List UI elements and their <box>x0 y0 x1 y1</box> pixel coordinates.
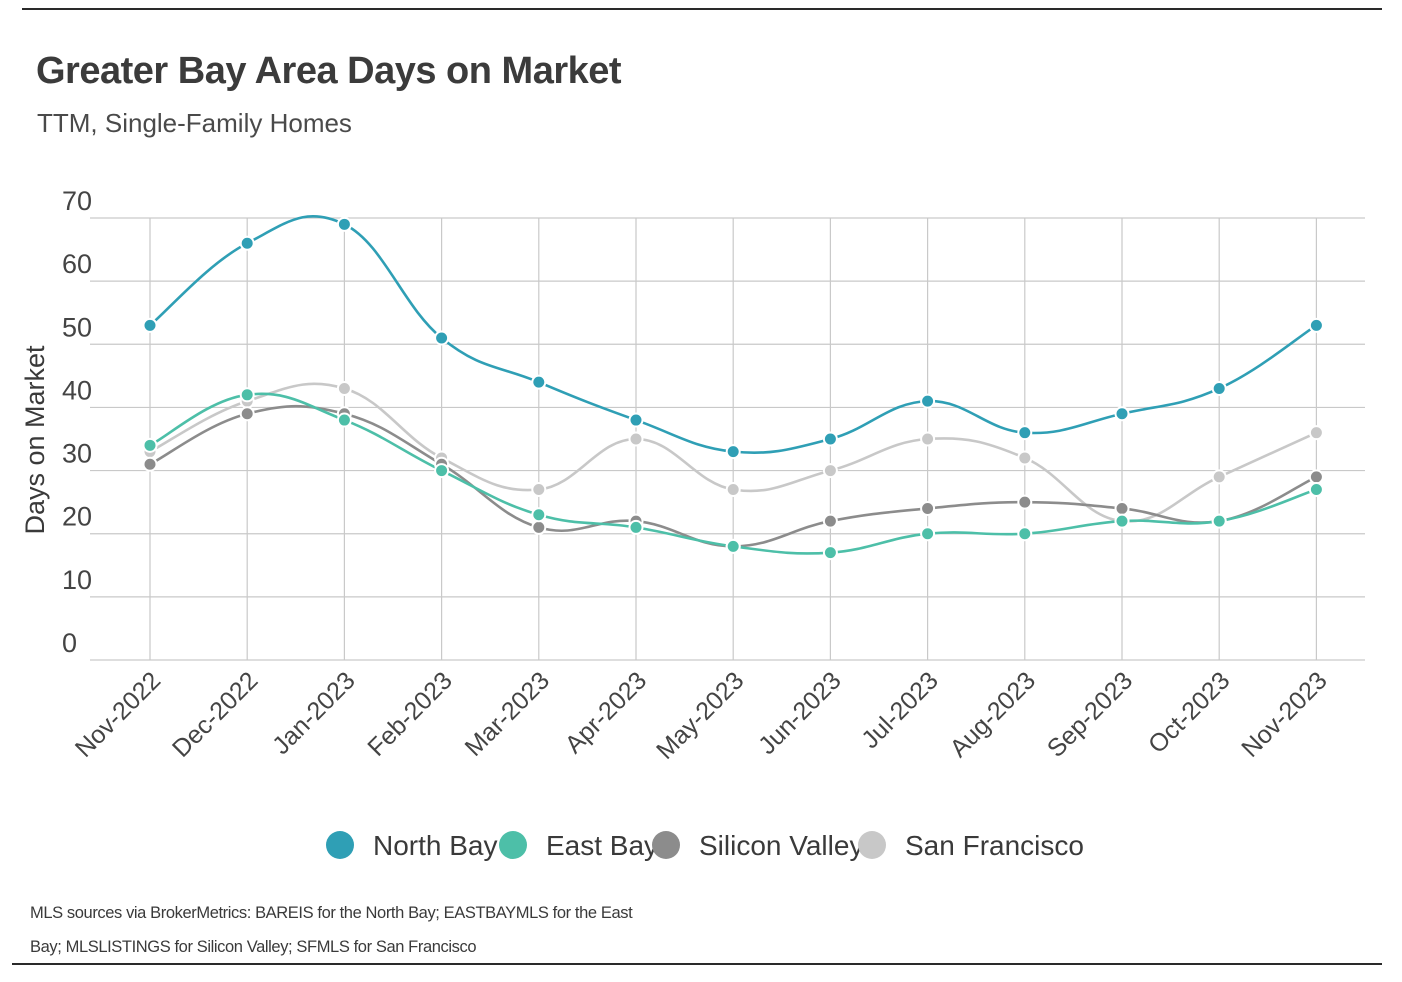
point-east-bay-may-2023 <box>725 538 741 554</box>
point-east-bay-oct-2023 <box>1211 513 1227 529</box>
point-san-francisco-apr-2023 <box>628 431 644 447</box>
point-north-bay-nov-2023 <box>1308 317 1324 333</box>
legend-swatch <box>326 831 354 859</box>
point-east-bay-jan-2023 <box>336 412 352 428</box>
legend-label: San Francisco <box>905 830 1084 861</box>
point-north-bay-aug-2023 <box>1017 425 1033 441</box>
x-tick-label: Apr-2023 <box>560 666 653 759</box>
point-silicon-valley-nov-2023 <box>1308 469 1324 485</box>
point-san-francisco-oct-2023 <box>1211 469 1227 485</box>
y-tick-label: 50 <box>62 312 92 342</box>
grid-lines <box>90 217 1365 661</box>
legend-label: Silicon Valley <box>699 830 863 861</box>
x-tick-label: Aug-2023 <box>945 666 1041 762</box>
point-san-francisco-jun-2023 <box>822 463 838 479</box>
legend-item-san-francisco: San Francisco <box>858 830 1084 861</box>
series-points <box>142 216 1324 561</box>
point-east-bay-nov-2023 <box>1308 482 1324 498</box>
bottom-rule <box>12 963 1382 965</box>
y-axis-ticks: 0 10 20 30 40 50 60 70 <box>62 186 92 658</box>
point-san-francisco-jan-2023 <box>336 380 352 396</box>
point-east-bay-sep-2023 <box>1114 513 1130 529</box>
point-east-bay-aug-2023 <box>1017 526 1033 542</box>
chart-title: Greater Bay Area Days on Market <box>36 50 622 92</box>
point-north-bay-jun-2023 <box>822 431 838 447</box>
legend-swatch <box>858 831 886 859</box>
point-north-bay-dec-2022 <box>239 235 255 251</box>
top-rule <box>22 8 1382 10</box>
x-tick-label: Nov-2023 <box>1236 666 1332 762</box>
x-tick-label: Jul-2023 <box>856 666 944 754</box>
point-silicon-valley-sep-2023 <box>1114 500 1130 516</box>
point-north-bay-nov-2022 <box>142 317 158 333</box>
point-silicon-valley-jul-2023 <box>920 500 936 516</box>
y-tick-label: 30 <box>62 439 92 469</box>
point-silicon-valley-nov-2022 <box>142 456 158 472</box>
y-tick-label: 60 <box>62 249 92 279</box>
point-east-bay-apr-2023 <box>628 519 644 535</box>
chart-subtitle: TTM, Single-Family Homes <box>37 108 352 138</box>
legend-swatch <box>499 831 527 859</box>
point-silicon-valley-aug-2023 <box>1017 494 1033 510</box>
y-tick-label: 70 <box>62 186 92 216</box>
x-tick-label: Feb-2023 <box>362 666 457 761</box>
y-tick-label: 10 <box>62 565 92 595</box>
point-north-bay-may-2023 <box>725 444 741 460</box>
legend: North Bay East Bay Silicon Valley San Franc… <box>326 830 1084 861</box>
legend-item-east-bay: East Bay <box>499 830 658 861</box>
x-tick-label: May-2023 <box>651 666 749 764</box>
point-north-bay-feb-2023 <box>434 330 450 346</box>
point-east-bay-jul-2023 <box>920 526 936 542</box>
legend-swatch <box>652 831 680 859</box>
point-san-francisco-jul-2023 <box>920 431 936 447</box>
x-tick-label: Jun-2023 <box>753 666 847 760</box>
y-tick-label: 20 <box>62 502 92 532</box>
y-tick-label: 0 <box>62 628 77 658</box>
source-note: MLS sources via BrokerMetrics: BAREIS fo… <box>30 896 633 964</box>
point-east-bay-mar-2023 <box>531 507 547 523</box>
point-north-bay-mar-2023 <box>531 374 547 390</box>
x-tick-label: Nov-2022 <box>70 666 166 762</box>
point-san-francisco-mar-2023 <box>531 482 547 498</box>
point-silicon-valley-dec-2022 <box>239 406 255 422</box>
x-tick-label: Sep-2023 <box>1042 666 1138 762</box>
point-east-bay-feb-2023 <box>434 463 450 479</box>
source-line-1: MLS sources via BrokerMetrics: BAREIS fo… <box>30 904 633 922</box>
legend-label: North Bay <box>373 830 498 861</box>
x-axis-ticks: Nov-2022 Dec-2022 Jan-2023 Feb-2023 Mar-2023… <box>70 666 1333 764</box>
source-line-2: Bay; MLSLISTINGS for Silicon Valley; SFM… <box>30 938 477 956</box>
legend-label: East Bay <box>546 830 658 861</box>
point-san-francisco-nov-2023 <box>1308 425 1324 441</box>
point-north-bay-jan-2023 <box>336 216 352 232</box>
x-tick-label: Dec-2022 <box>167 666 263 762</box>
legend-item-silicon-valley: Silicon Valley <box>652 830 863 861</box>
point-san-francisco-may-2023 <box>725 482 741 498</box>
point-east-bay-nov-2022 <box>142 437 158 453</box>
x-tick-label: Oct-2023 <box>1143 666 1236 759</box>
point-silicon-valley-mar-2023 <box>531 519 547 535</box>
x-tick-label: Mar-2023 <box>460 666 555 761</box>
point-san-francisco-aug-2023 <box>1017 450 1033 466</box>
point-east-bay-jun-2023 <box>822 545 838 561</box>
point-north-bay-apr-2023 <box>628 412 644 428</box>
y-tick-label: 40 <box>62 375 92 405</box>
point-north-bay-jul-2023 <box>920 393 936 409</box>
point-east-bay-dec-2022 <box>239 387 255 403</box>
x-tick-label: Jan-2023 <box>267 666 361 760</box>
point-north-bay-oct-2023 <box>1211 380 1227 396</box>
legend-item-north-bay: North Bay <box>326 830 498 861</box>
y-axis-label: Days on Market <box>20 345 50 535</box>
point-silicon-valley-jun-2023 <box>822 513 838 529</box>
point-north-bay-sep-2023 <box>1114 406 1130 422</box>
